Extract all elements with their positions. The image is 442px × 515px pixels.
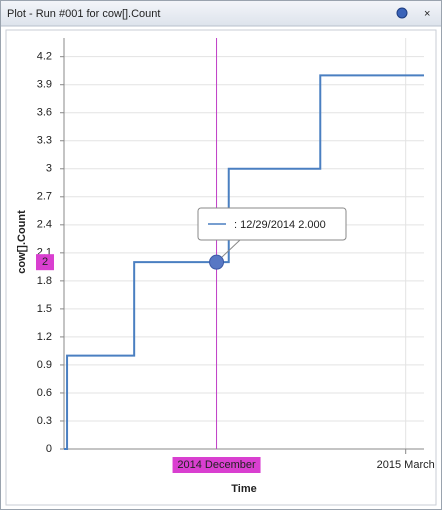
- y-tick-label: 2.4: [37, 219, 52, 231]
- x-axis-label: Time: [231, 483, 256, 495]
- plot-area: 00.30.60.91.21.51.82.12.42.733.33.63.94.…: [16, 38, 435, 495]
- y-tick-label: 3.9: [37, 79, 52, 91]
- y-tick-label: 1.5: [37, 303, 52, 315]
- pin-button[interactable]: [396, 7, 408, 19]
- y-tick-label: 0.6: [37, 387, 52, 399]
- y-tick-label: 1.8: [37, 275, 52, 287]
- crosshair-y-label-bg: [36, 254, 54, 271]
- y-tick-label: 3.3: [37, 135, 52, 147]
- y-tick-label: 0.3: [37, 415, 52, 427]
- y-tick-label: 0.9: [37, 359, 52, 371]
- y-tick-label: 2.7: [37, 191, 52, 203]
- y-axis-label: cow[].Count: [16, 210, 28, 274]
- y-tick-label: 3: [46, 163, 52, 175]
- tooltip-text: : 12/29/2014 2.000: [234, 219, 326, 231]
- crosshair-point: [209, 254, 225, 270]
- crosshair-x-label-bg: [172, 457, 261, 473]
- title-bar: [1, 1, 441, 26]
- close-button[interactable]: ×: [424, 8, 430, 20]
- step-line: [64, 74, 424, 450]
- x-tick-label: 2015 March: [377, 459, 435, 471]
- y-tick-label: 0: [46, 443, 52, 455]
- y-tick-label: 4.2: [37, 51, 52, 63]
- crosshair-y-label: 2: [42, 256, 48, 268]
- window-title: Plot - Run #001 for cow[].Count: [7, 8, 160, 20]
- tooltip-box: [197, 207, 347, 241]
- crosshair-x-label: 2014 December: [177, 459, 256, 471]
- y-tick-label: 1.2: [37, 331, 52, 343]
- y-tick-label: 3.6: [37, 107, 52, 119]
